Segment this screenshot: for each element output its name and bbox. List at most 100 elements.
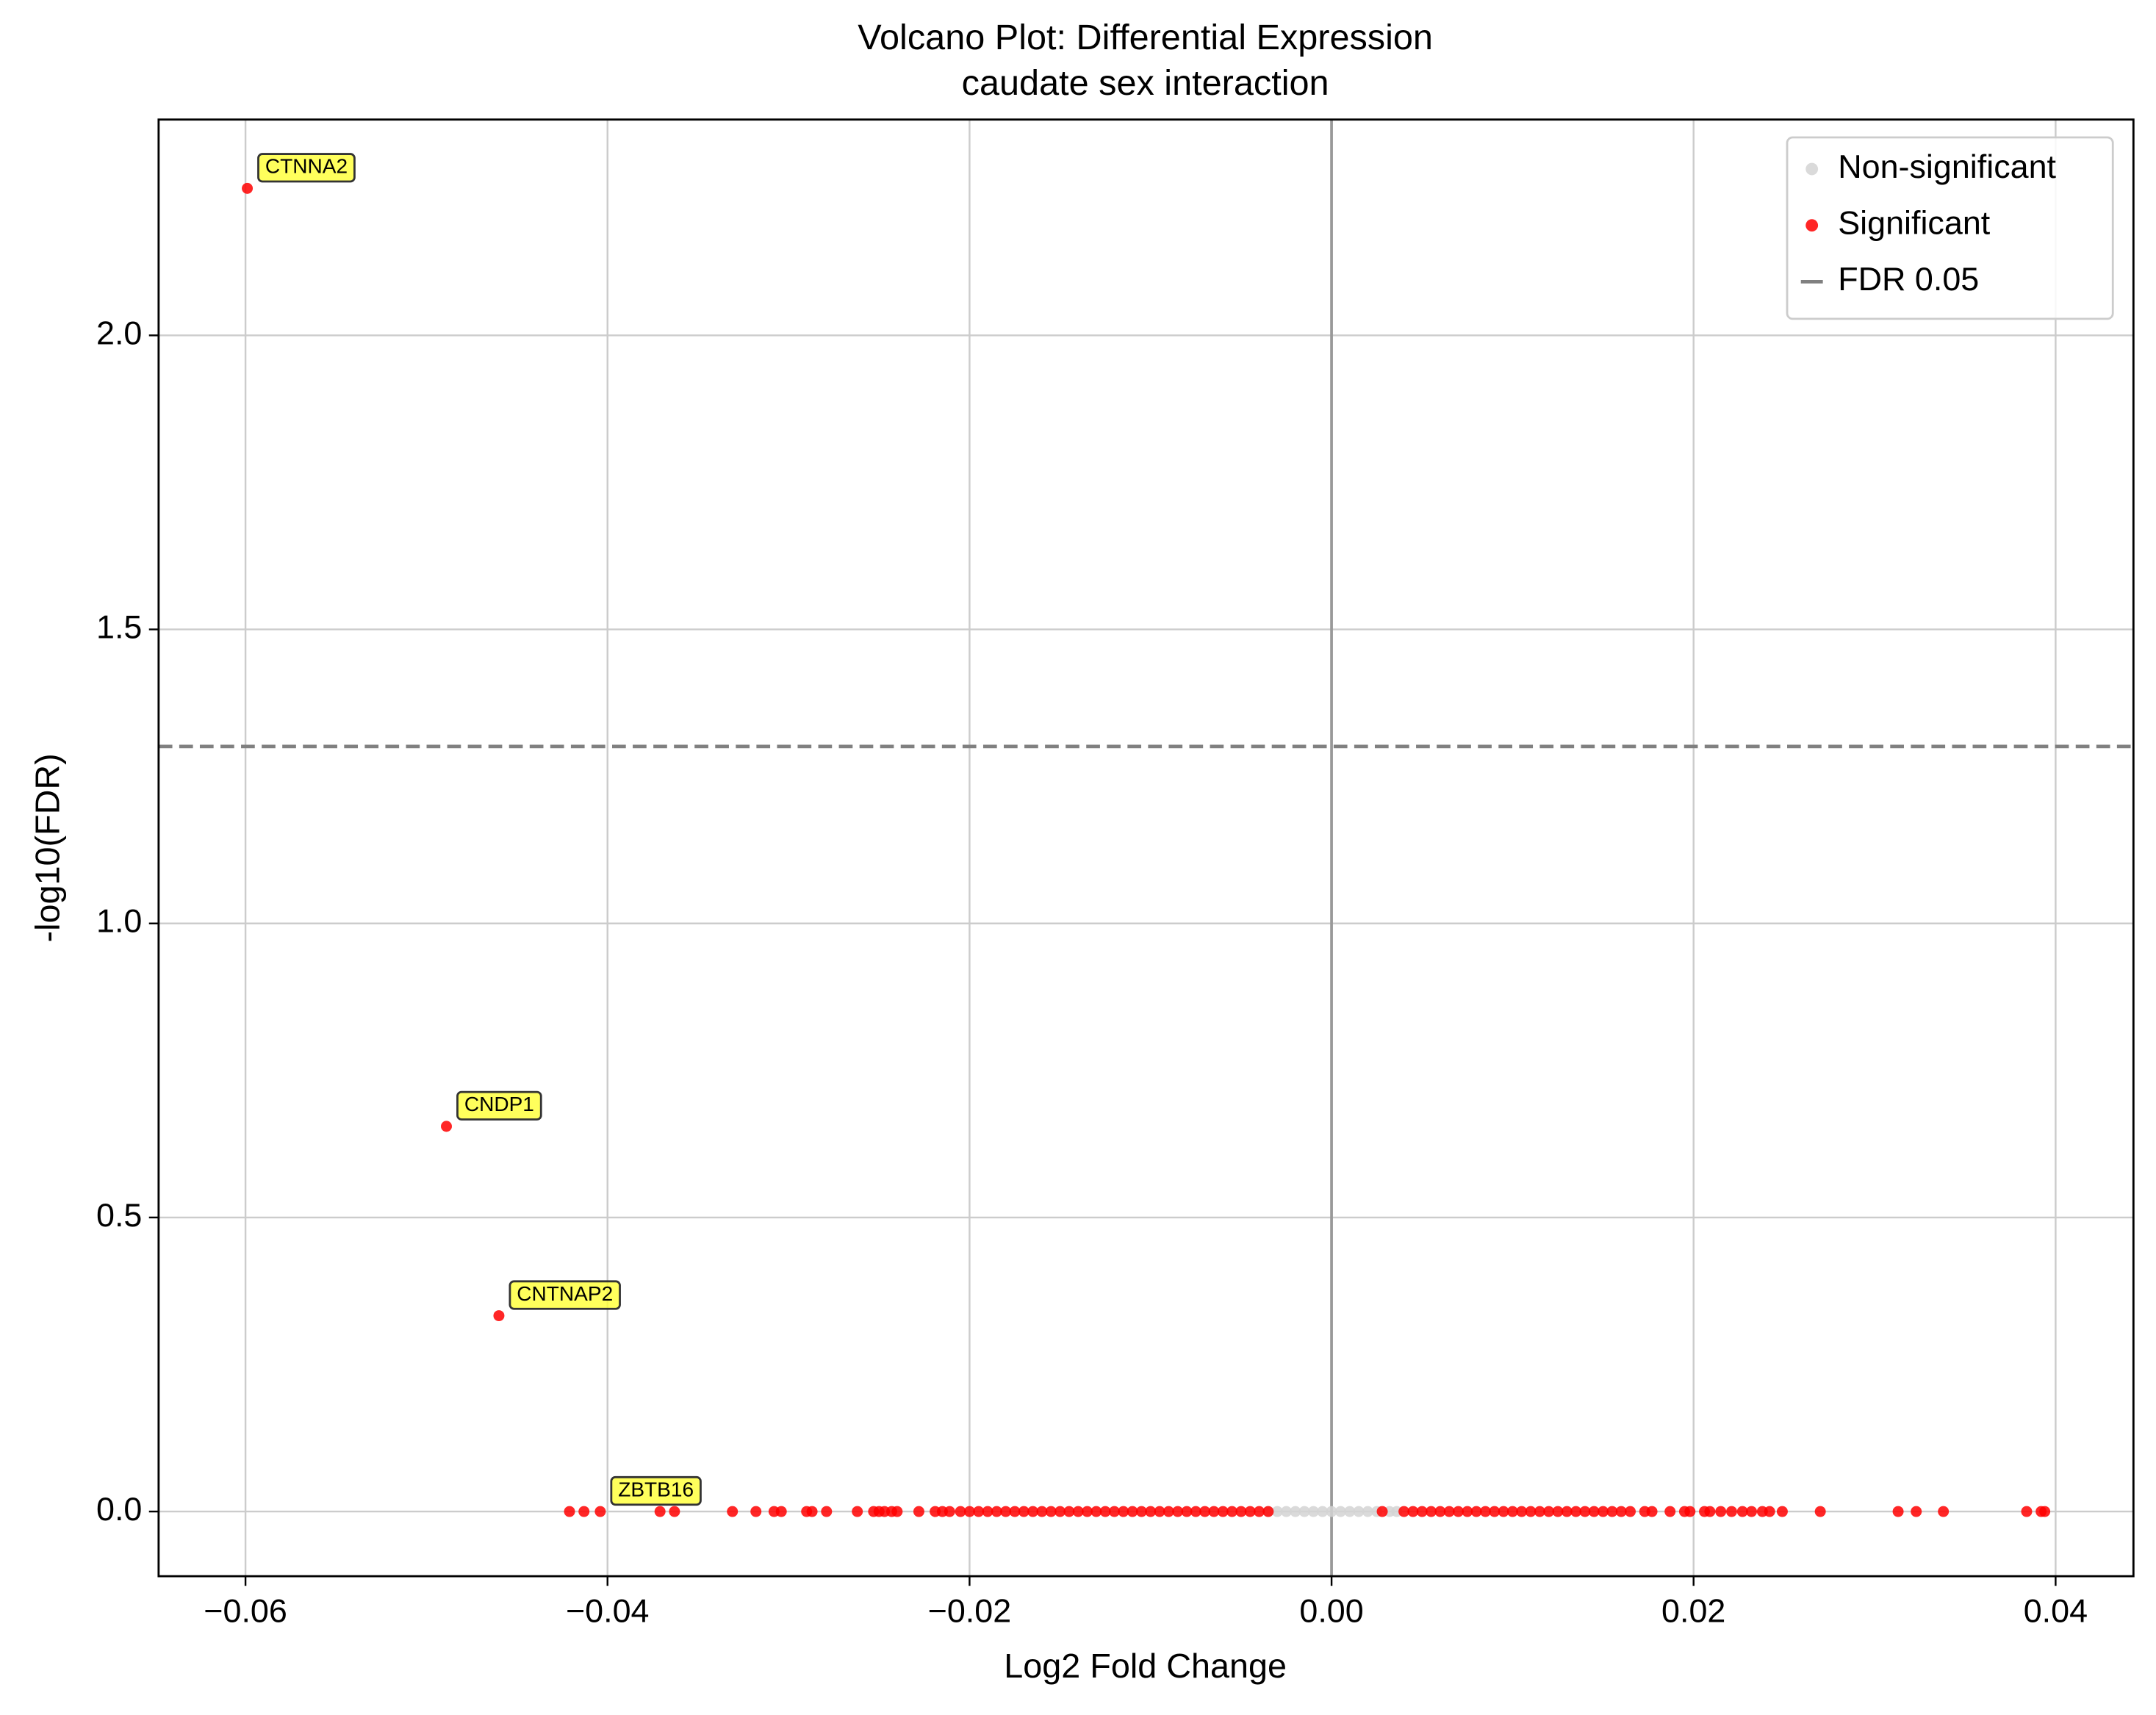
chart-title: Volcano Plot: Differential Expression xyxy=(858,18,1433,57)
point xyxy=(1892,1506,1904,1517)
chart-subtitle: caudate sex interaction xyxy=(962,63,1329,103)
annotation-label: CNTNAP2 xyxy=(517,1282,613,1305)
point xyxy=(2039,1506,2051,1517)
point xyxy=(1561,1506,1573,1517)
point xyxy=(1217,1506,1229,1517)
point xyxy=(1280,1506,1292,1517)
y-axis-label: -log10(FDR) xyxy=(28,753,66,942)
point xyxy=(1054,1506,1066,1517)
x-tick-label: 0.04 xyxy=(2024,1592,2088,1629)
point xyxy=(1326,1506,1337,1517)
point xyxy=(564,1506,575,1517)
point xyxy=(1416,1506,1428,1517)
point xyxy=(1764,1506,1775,1517)
point xyxy=(944,1506,955,1517)
point xyxy=(1271,1506,1283,1517)
point xyxy=(1516,1506,1528,1517)
point xyxy=(1135,1506,1147,1517)
point xyxy=(1082,1506,1093,1517)
point xyxy=(1108,1506,1120,1517)
point xyxy=(1163,1506,1174,1517)
point xyxy=(1776,1506,1788,1517)
point xyxy=(1344,1506,1356,1517)
point xyxy=(913,1506,924,1517)
point xyxy=(750,1506,762,1517)
point xyxy=(982,1506,993,1517)
point xyxy=(1462,1506,1473,1517)
point xyxy=(1154,1506,1165,1517)
plot-frame xyxy=(157,118,2135,1578)
point xyxy=(1009,1506,1021,1517)
point xyxy=(1570,1506,1582,1517)
point xyxy=(1099,1506,1111,1517)
x-axis-label: Log2 Fold Change xyxy=(1004,1647,1287,1685)
point xyxy=(1407,1506,1419,1517)
point xyxy=(1434,1506,1446,1517)
annotation: ZBTB16 xyxy=(610,1475,702,1506)
annotation-box xyxy=(257,153,356,183)
legend: Non-significant Significant FDR 0.05 xyxy=(1786,136,2114,320)
point xyxy=(1145,1506,1157,1517)
point xyxy=(1353,1506,1365,1517)
point xyxy=(1208,1506,1220,1517)
point xyxy=(1814,1506,1826,1517)
annotation-box xyxy=(610,1475,702,1506)
point xyxy=(1181,1506,1193,1517)
point xyxy=(654,1506,666,1517)
x-tick-label: 0.00 xyxy=(1299,1592,1363,1629)
point xyxy=(493,1310,505,1322)
point xyxy=(1552,1506,1564,1517)
point xyxy=(1715,1506,1727,1517)
point xyxy=(852,1506,863,1517)
point xyxy=(1704,1506,1716,1517)
point xyxy=(1063,1506,1075,1517)
point xyxy=(242,182,254,194)
point xyxy=(1684,1506,1696,1517)
point xyxy=(669,1506,680,1517)
legend-label: Non-significant xyxy=(1838,148,2056,185)
point xyxy=(991,1506,1002,1517)
point xyxy=(1298,1506,1310,1517)
point xyxy=(1307,1506,1319,1517)
point xyxy=(1489,1506,1501,1517)
point xyxy=(1376,1506,1388,1517)
point xyxy=(727,1506,739,1517)
annotation: CNTNAP2 xyxy=(509,1280,621,1310)
point xyxy=(1000,1506,1012,1517)
point xyxy=(1126,1506,1138,1517)
x-tick-label: −0.04 xyxy=(566,1592,650,1629)
point xyxy=(1625,1506,1636,1517)
point xyxy=(1525,1506,1537,1517)
legend-label: FDR 0.05 xyxy=(1838,260,1979,298)
point xyxy=(441,1121,452,1132)
point xyxy=(594,1506,606,1517)
point xyxy=(1072,1506,1084,1517)
point xyxy=(821,1506,833,1517)
legend-label: Significant xyxy=(1838,204,1991,242)
legend-marker xyxy=(1805,162,1819,176)
point xyxy=(1664,1506,1676,1517)
annotation-label: ZBTB16 xyxy=(618,1478,694,1500)
point xyxy=(1470,1506,1482,1517)
point xyxy=(1506,1506,1518,1517)
point xyxy=(1588,1506,1600,1517)
point xyxy=(1027,1506,1039,1517)
annotation-label: CTNNA2 xyxy=(265,155,348,178)
point xyxy=(1479,1506,1491,1517)
annotation: CTNNA2 xyxy=(257,153,356,183)
legend-marker xyxy=(1805,219,1819,232)
x-tick-label: 0.02 xyxy=(1661,1592,1725,1629)
point xyxy=(1235,1506,1247,1517)
point xyxy=(1190,1506,1201,1517)
x-tick-label: −0.06 xyxy=(204,1592,287,1629)
point xyxy=(775,1506,787,1517)
point xyxy=(1290,1506,1301,1517)
point xyxy=(578,1506,590,1517)
y-tick-label: 1.5 xyxy=(96,608,142,645)
point xyxy=(1334,1506,1346,1517)
annotation: CNDP1 xyxy=(456,1090,542,1121)
point xyxy=(1579,1506,1591,1517)
point xyxy=(1172,1506,1184,1517)
y-tick-label: 2.0 xyxy=(96,314,142,351)
point xyxy=(1398,1506,1410,1517)
